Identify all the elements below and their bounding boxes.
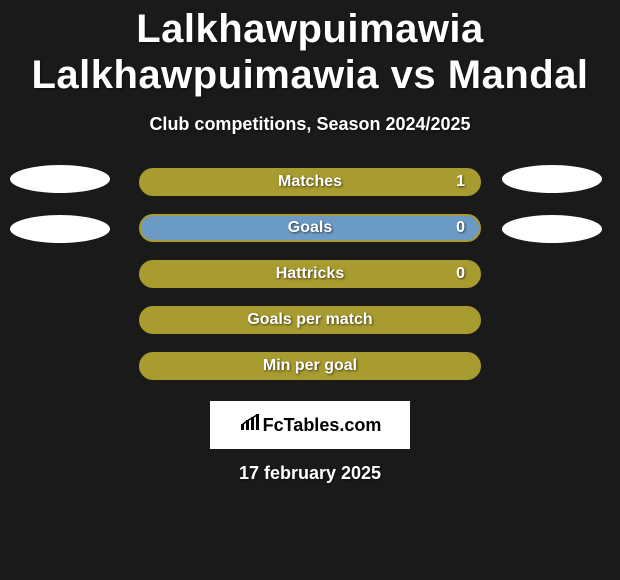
stat-label: Goals [288,219,332,237]
stat-bar: Goals 0 [139,214,481,242]
stat-row: Matches 1 [0,165,620,199]
stat-row: Min per goal [0,349,620,383]
comparison-card: Lalkhawpuimawia Lalkhawpuimawia vs Manda… [0,0,620,484]
stat-row: Goals per match [0,303,620,337]
stat-bar: Matches 1 [139,168,481,196]
stat-value: 0 [456,265,465,283]
stat-value: 1 [456,173,465,191]
page-title: Lalkhawpuimawia Lalkhawpuimawia vs Manda… [0,6,620,98]
barchart-icon [239,414,261,437]
subtitle: Club competitions, Season 2024/2025 [149,114,470,135]
stat-bar: Goals per match [139,306,481,334]
left-pill [10,215,110,243]
logo-text: FcTables.com [263,415,382,436]
stat-label: Min per goal [263,357,357,375]
stat-rows: Matches 1 Goals 0 Hattricks 0 Goals per match M… [0,165,620,383]
stat-label: Hattricks [276,265,344,283]
right-pill [502,165,602,193]
stat-bar: Hattricks 0 [139,260,481,288]
stat-label: Goals per match [247,311,372,329]
stat-row: Hattricks 0 [0,257,620,291]
left-pill [10,165,110,193]
stat-value: 0 [456,219,465,237]
stat-bar: Min per goal [139,352,481,380]
stat-label: Matches [278,173,342,191]
logo-box: FcTables.com [210,401,410,449]
right-pill [502,215,602,243]
date-label: 17 february 2025 [239,463,381,484]
stat-row: Goals 0 [0,211,620,245]
